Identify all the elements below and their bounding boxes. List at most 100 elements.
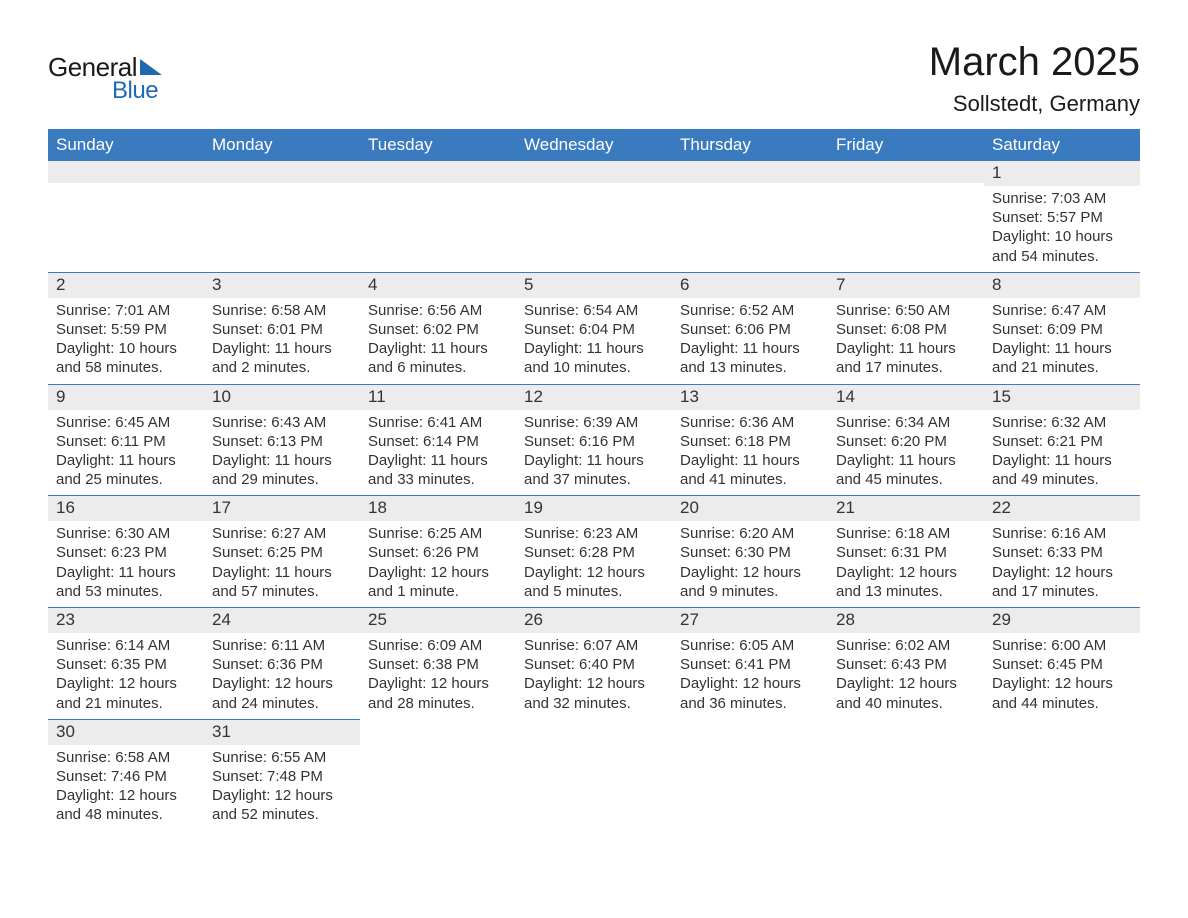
day-sunrise: Sunrise: 7:01 AM	[56, 301, 196, 320]
title-block: March 2025 Sollstedt, Germany	[929, 40, 1140, 117]
day-daylight2: and 17 minutes.	[836, 358, 976, 377]
day-sunrise: Sunrise: 6:02 AM	[836, 636, 976, 655]
day-content: Sunrise: 6:23 AMSunset: 6:28 PMDaylight:…	[516, 521, 672, 607]
day-content	[360, 183, 516, 261]
day-content: Sunrise: 6:56 AMSunset: 6:02 PMDaylight:…	[360, 298, 516, 384]
day-content: Sunrise: 6:47 AMSunset: 6:09 PMDaylight:…	[984, 298, 1140, 384]
day-daylight2: and 41 minutes.	[680, 470, 820, 489]
day-content: Sunrise: 6:34 AMSunset: 6:20 PMDaylight:…	[828, 410, 984, 496]
day-daylight1: Daylight: 11 hours	[680, 451, 820, 470]
day-number: 28	[828, 608, 984, 633]
day-number: 6	[672, 273, 828, 298]
day-content: Sunrise: 7:01 AMSunset: 5:59 PMDaylight:…	[48, 298, 204, 384]
day-daylight1: Daylight: 11 hours	[836, 451, 976, 470]
calendar-cell	[360, 719, 516, 830]
day-daylight1: Daylight: 12 hours	[56, 786, 196, 805]
calendar-week-row: 16Sunrise: 6:30 AMSunset: 6:23 PMDayligh…	[48, 496, 1140, 608]
calendar-cell: 31Sunrise: 6:55 AMSunset: 7:48 PMDayligh…	[204, 719, 360, 830]
calendar-cell: 8Sunrise: 6:47 AMSunset: 6:09 PMDaylight…	[984, 272, 1140, 384]
day-content: Sunrise: 6:11 AMSunset: 6:36 PMDaylight:…	[204, 633, 360, 719]
day-sunset: Sunset: 6:14 PM	[368, 432, 508, 451]
day-sunrise: Sunrise: 6:27 AM	[212, 524, 352, 543]
day-number: 11	[360, 385, 516, 410]
day-number	[828, 719, 984, 741]
day-daylight2: and 21 minutes.	[56, 694, 196, 713]
logo-text-blue: Blue	[112, 77, 158, 105]
calendar-cell: 25Sunrise: 6:09 AMSunset: 6:38 PMDayligh…	[360, 608, 516, 720]
day-sunset: Sunset: 6:08 PM	[836, 320, 976, 339]
day-content: Sunrise: 6:14 AMSunset: 6:35 PMDaylight:…	[48, 633, 204, 719]
day-content	[984, 741, 1140, 819]
day-content	[672, 183, 828, 261]
day-content: Sunrise: 6:02 AMSunset: 6:43 PMDaylight:…	[828, 633, 984, 719]
day-number: 14	[828, 385, 984, 410]
day-daylight2: and 1 minute.	[368, 582, 508, 601]
day-content: Sunrise: 6:32 AMSunset: 6:21 PMDaylight:…	[984, 410, 1140, 496]
calendar-cell	[516, 719, 672, 830]
calendar-table: SundayMondayTuesdayWednesdayThursdayFrid…	[48, 129, 1140, 831]
day-content: Sunrise: 6:00 AMSunset: 6:45 PMDaylight:…	[984, 633, 1140, 719]
day-number	[984, 719, 1140, 741]
day-number: 16	[48, 496, 204, 521]
day-daylight1: Daylight: 12 hours	[836, 563, 976, 582]
day-sunset: Sunset: 6:31 PM	[836, 543, 976, 562]
day-daylight2: and 58 minutes.	[56, 358, 196, 377]
day-daylight2: and 40 minutes.	[836, 694, 976, 713]
day-daylight1: Daylight: 12 hours	[368, 674, 508, 693]
day-content	[828, 183, 984, 261]
calendar-cell: 4Sunrise: 6:56 AMSunset: 6:02 PMDaylight…	[360, 272, 516, 384]
day-sunrise: Sunrise: 6:55 AM	[212, 748, 352, 767]
day-sunset: Sunset: 6:41 PM	[680, 655, 820, 674]
calendar-cell	[516, 161, 672, 272]
location-text: Sollstedt, Germany	[929, 91, 1140, 117]
day-content	[48, 183, 204, 261]
day-number: 23	[48, 608, 204, 633]
day-daylight1: Daylight: 12 hours	[524, 563, 664, 582]
calendar-cell: 16Sunrise: 6:30 AMSunset: 6:23 PMDayligh…	[48, 496, 204, 608]
day-number: 30	[48, 720, 204, 745]
day-sunset: Sunset: 6:25 PM	[212, 543, 352, 562]
day-number	[672, 719, 828, 741]
day-number: 4	[360, 273, 516, 298]
day-number: 27	[672, 608, 828, 633]
day-sunrise: Sunrise: 6:52 AM	[680, 301, 820, 320]
day-sunset: Sunset: 6:02 PM	[368, 320, 508, 339]
day-sunrise: Sunrise: 7:03 AM	[992, 189, 1132, 208]
calendar-cell: 22Sunrise: 6:16 AMSunset: 6:33 PMDayligh…	[984, 496, 1140, 608]
calendar-cell: 21Sunrise: 6:18 AMSunset: 6:31 PMDayligh…	[828, 496, 984, 608]
day-sunset: Sunset: 6:28 PM	[524, 543, 664, 562]
day-daylight1: Daylight: 11 hours	[368, 451, 508, 470]
day-sunset: Sunset: 6:45 PM	[992, 655, 1132, 674]
day-sunrise: Sunrise: 6:11 AM	[212, 636, 352, 655]
day-content: Sunrise: 6:25 AMSunset: 6:26 PMDaylight:…	[360, 521, 516, 607]
calendar-cell	[360, 161, 516, 272]
day-number: 19	[516, 496, 672, 521]
month-title: March 2025	[929, 40, 1140, 85]
day-sunset: Sunset: 6:09 PM	[992, 320, 1132, 339]
day-sunrise: Sunrise: 6:25 AM	[368, 524, 508, 543]
day-content: Sunrise: 6:52 AMSunset: 6:06 PMDaylight:…	[672, 298, 828, 384]
day-sunrise: Sunrise: 6:30 AM	[56, 524, 196, 543]
day-content	[828, 741, 984, 819]
calendar-cell: 6Sunrise: 6:52 AMSunset: 6:06 PMDaylight…	[672, 272, 828, 384]
calendar-cell	[672, 719, 828, 830]
day-daylight1: Daylight: 12 hours	[368, 563, 508, 582]
weekday-header: Tuesday	[360, 129, 516, 161]
day-number	[672, 161, 828, 183]
calendar-cell: 17Sunrise: 6:27 AMSunset: 6:25 PMDayligh…	[204, 496, 360, 608]
day-daylight2: and 49 minutes.	[992, 470, 1132, 489]
day-daylight1: Daylight: 10 hours	[56, 339, 196, 358]
day-daylight2: and 29 minutes.	[212, 470, 352, 489]
weekday-header: Friday	[828, 129, 984, 161]
weekday-row: SundayMondayTuesdayWednesdayThursdayFrid…	[48, 129, 1140, 161]
day-daylight2: and 52 minutes.	[212, 805, 352, 824]
day-daylight2: and 53 minutes.	[56, 582, 196, 601]
day-sunset: Sunset: 6:18 PM	[680, 432, 820, 451]
day-number: 1	[984, 161, 1140, 186]
day-content: Sunrise: 6:18 AMSunset: 6:31 PMDaylight:…	[828, 521, 984, 607]
day-sunrise: Sunrise: 6:45 AM	[56, 413, 196, 432]
day-sunrise: Sunrise: 6:00 AM	[992, 636, 1132, 655]
day-sunset: Sunset: 6:16 PM	[524, 432, 664, 451]
day-daylight2: and 44 minutes.	[992, 694, 1132, 713]
day-number: 3	[204, 273, 360, 298]
